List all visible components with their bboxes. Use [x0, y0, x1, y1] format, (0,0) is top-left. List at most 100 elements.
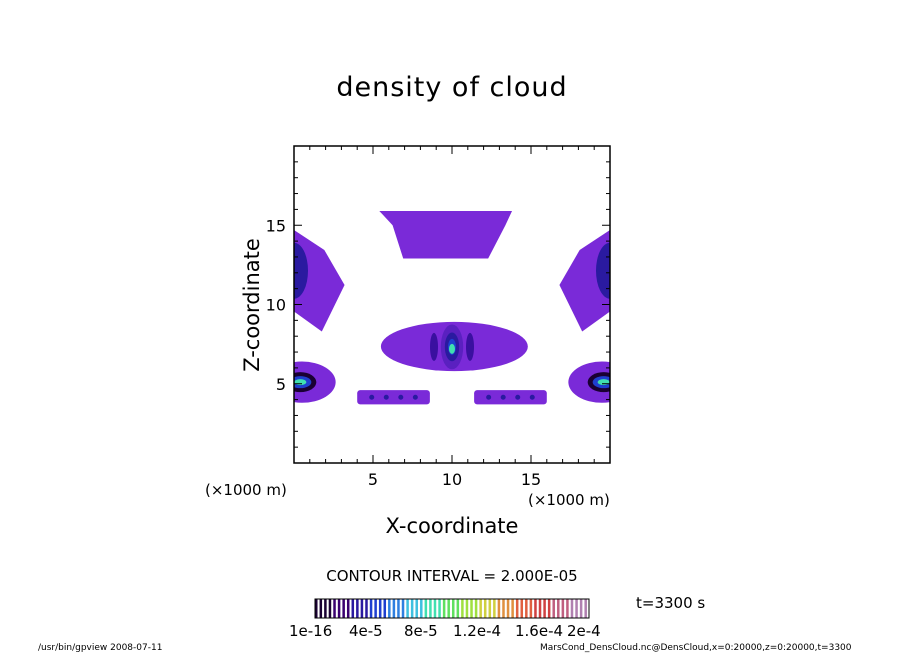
colorbar-stripe [378, 599, 382, 618]
colorbar-stripe [575, 599, 578, 618]
colorbar-stripe [429, 599, 432, 618]
cloud-band-contour [486, 394, 492, 400]
colorbar-stripe [337, 599, 341, 618]
colorbar-stripe [461, 599, 464, 618]
footer-right: MarsCond_DensCloud.nc@DensCloud,x=0:2000… [540, 643, 852, 653]
colorbar-stripe [493, 599, 496, 618]
cloud-edge-peak [294, 379, 307, 386]
cloud-band-contour [500, 394, 506, 400]
colorbar-label: 8e-5 [404, 622, 438, 640]
colorbar-stripe [452, 599, 455, 618]
colorbar-stripe [520, 599, 524, 618]
colorbar-stripe [474, 599, 478, 618]
colorbar-stripe [552, 599, 555, 618]
cloud-band-contour [383, 394, 389, 400]
colorbar-label: 1.2e-4 [453, 622, 502, 640]
time-label: t=3300 s [636, 594, 706, 612]
colorbar-stripe [315, 599, 318, 618]
colorbar-stripe [351, 599, 355, 618]
colorbar-stripe [511, 599, 514, 618]
colorbar-label: 1e-16 [289, 622, 333, 640]
colorbar-stripe [557, 599, 560, 618]
y-tick-label: 15 [266, 216, 286, 235]
colorbar-stripe [579, 599, 583, 618]
x-unit-left: (×1000 m) [205, 481, 287, 499]
colorbar-stripe [333, 599, 336, 618]
colorbar-stripe [525, 599, 528, 618]
footer-left: /usr/bin/gpview 2008-07-11 [38, 643, 163, 653]
x-tick-label: 5 [368, 470, 378, 489]
colorbar-stripe [547, 599, 551, 618]
cloud-edge-peak [597, 379, 610, 386]
colorbar-stripe [383, 599, 387, 618]
colorbar-stripe [529, 599, 533, 618]
colorbar-stripe [346, 599, 350, 618]
colorbar-frame [314, 598, 590, 619]
colorbar-stripe [365, 599, 368, 618]
colorbar-stripe [328, 599, 332, 618]
cloud-central-contour [430, 332, 438, 361]
colorbar-stripe [388, 599, 391, 618]
cloud-band-right [474, 390, 547, 405]
cloud-band-contour [369, 394, 375, 400]
colorbar-stripe [442, 599, 446, 618]
colorbar-stripe [515, 599, 519, 618]
y-axis-label: Z-coordinate [240, 238, 264, 372]
colorbar-stripe [424, 599, 428, 618]
colorbar-stripe [479, 599, 482, 618]
cloud-left-upper [294, 230, 345, 332]
colorbar-label: 1.6e-4 [515, 622, 564, 640]
cloud-band-left [357, 390, 430, 405]
colorbar-stripe [401, 599, 405, 618]
colorbar-stripe [433, 599, 437, 618]
y-tick-label: 5 [276, 375, 286, 394]
y-tick-label: 10 [266, 296, 286, 315]
contour-interval: CONTOUR INTERVAL = 2.000E-05 [326, 567, 578, 585]
colorbar-stripe [534, 599, 537, 618]
colorbar-stripe [456, 599, 460, 618]
colorbar-stripe [438, 599, 441, 618]
colorbar-stripe [342, 599, 345, 618]
colorbar-stripe [566, 599, 569, 618]
colorbar-stripe [488, 599, 492, 618]
colorbar-label: 2e-4 [567, 622, 601, 640]
colorbar-stripe [356, 599, 359, 618]
cloud-central-contour [466, 332, 474, 361]
colorbar-label: 4e-5 [349, 622, 383, 640]
colorbar-stripe [465, 599, 469, 618]
colorbar-stripe [470, 599, 473, 618]
cloud-band-contour [529, 394, 535, 400]
x-tick-label: 15 [521, 470, 541, 489]
colorbar-stripe [570, 599, 574, 618]
colorbar-stripe [406, 599, 409, 618]
colorbar [314, 598, 590, 619]
colorbar-stripe [410, 599, 414, 618]
colorbar-stripe [483, 599, 487, 618]
colorbar-stripe [397, 599, 400, 618]
colorbar-stripe [369, 599, 373, 618]
cloud-band-contour [398, 394, 404, 400]
chart-title: density of cloud [336, 72, 568, 103]
colorbar-stripe [392, 599, 396, 618]
colorbar-stripe [561, 599, 565, 618]
colorbar-stripe [497, 599, 501, 618]
colorbar-stripe [420, 599, 423, 618]
colorbar-stripe [324, 599, 327, 618]
colorbar-stripe [447, 599, 450, 618]
colorbar-stripe [506, 599, 510, 618]
cloud-central-peak [449, 343, 455, 354]
cloud-right-upper [559, 230, 610, 332]
colorbar-stripe [415, 599, 418, 618]
plot-frame [293, 145, 611, 464]
colorbar-stripe [360, 599, 364, 618]
cloud-band-contour [412, 394, 418, 400]
colorbar-stripe [319, 599, 323, 618]
colorbar-stripe [543, 599, 546, 618]
colorbar-stripe [374, 599, 377, 618]
axis-ticks: 5 10 15 5 10 15 [266, 145, 611, 489]
cloud-shapes [294, 210, 610, 405]
cloud-band-contour [515, 394, 521, 400]
x-tick-label: 10 [442, 470, 462, 489]
x-axis-label: X-coordinate [385, 514, 519, 538]
